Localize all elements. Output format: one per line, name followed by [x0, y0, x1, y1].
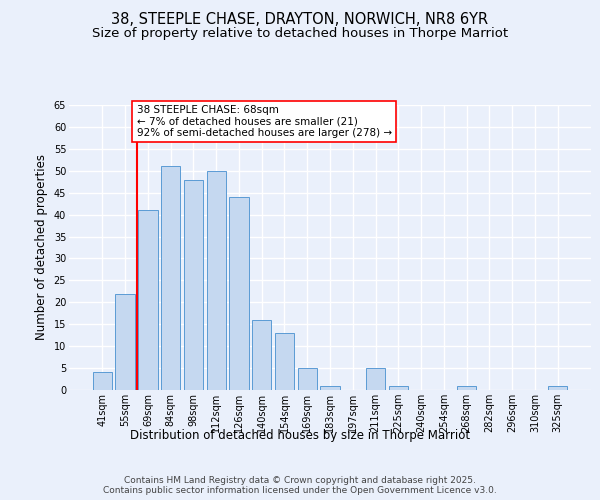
Bar: [320, 386, 340, 390]
Bar: [93, 372, 112, 390]
Bar: [184, 180, 203, 390]
Bar: [457, 386, 476, 390]
Bar: [115, 294, 135, 390]
Text: 38, STEEPLE CHASE, DRAYTON, NORWICH, NR8 6YR: 38, STEEPLE CHASE, DRAYTON, NORWICH, NR8…: [112, 12, 488, 28]
Text: Contains HM Land Registry data © Crown copyright and database right 2025.
Contai: Contains HM Land Registry data © Crown c…: [103, 476, 497, 495]
Bar: [252, 320, 271, 390]
Bar: [275, 333, 294, 390]
Bar: [229, 197, 248, 390]
Bar: [298, 368, 317, 390]
Bar: [206, 171, 226, 390]
Text: 38 STEEPLE CHASE: 68sqm
← 7% of detached houses are smaller (21)
92% of semi-det: 38 STEEPLE CHASE: 68sqm ← 7% of detached…: [137, 105, 392, 138]
Bar: [161, 166, 181, 390]
Bar: [389, 386, 408, 390]
Text: Distribution of detached houses by size in Thorpe Marriot: Distribution of detached houses by size …: [130, 428, 470, 442]
Bar: [138, 210, 158, 390]
Text: Size of property relative to detached houses in Thorpe Marriot: Size of property relative to detached ho…: [92, 28, 508, 40]
Bar: [548, 386, 567, 390]
Bar: [366, 368, 385, 390]
Y-axis label: Number of detached properties: Number of detached properties: [35, 154, 48, 340]
